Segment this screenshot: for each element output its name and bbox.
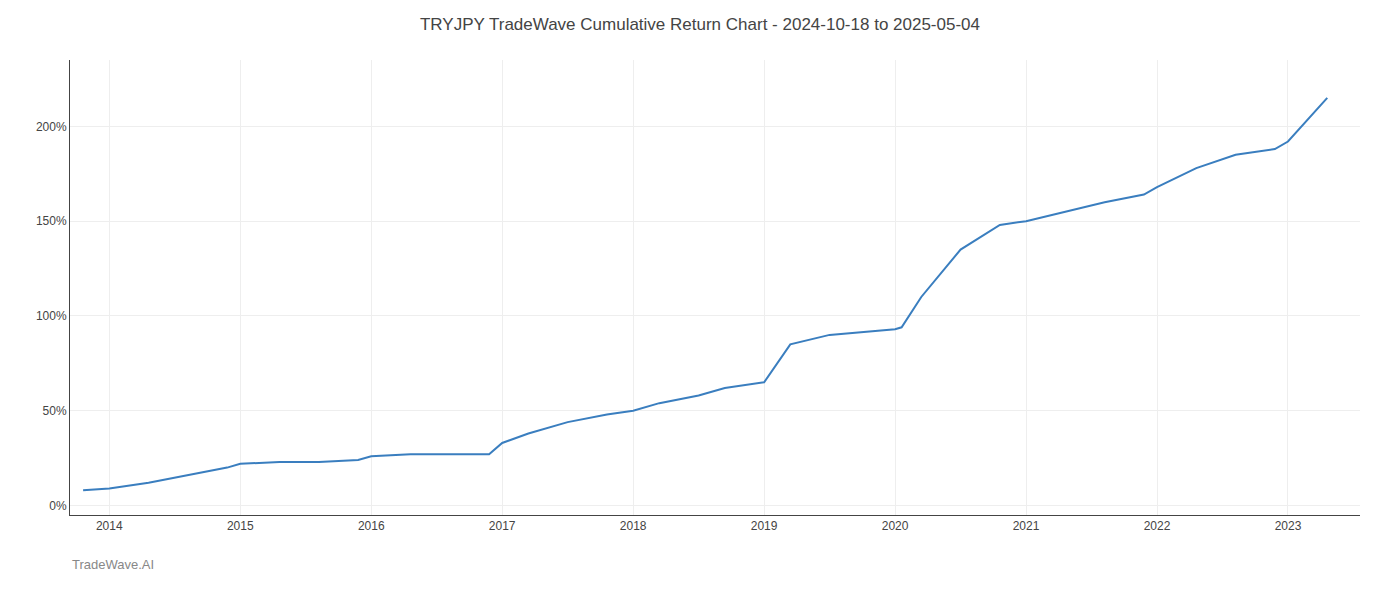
- svg-text:200%: 200%: [36, 120, 67, 134]
- svg-text:2020: 2020: [882, 519, 909, 533]
- svg-text:2019: 2019: [751, 519, 778, 533]
- svg-text:2014: 2014: [96, 519, 123, 533]
- svg-text:TRYJPY TradeWave Cumulative Re: TRYJPY TradeWave Cumulative Return Chart…: [420, 15, 980, 34]
- svg-text:2015: 2015: [227, 519, 254, 533]
- svg-text:50%: 50%: [43, 404, 67, 418]
- svg-text:0%: 0%: [49, 499, 67, 513]
- svg-text:TradeWave.AI: TradeWave.AI: [72, 557, 154, 572]
- svg-text:2023: 2023: [1275, 519, 1302, 533]
- svg-text:2017: 2017: [489, 519, 516, 533]
- svg-text:2022: 2022: [1144, 519, 1171, 533]
- svg-text:150%: 150%: [36, 214, 67, 228]
- svg-text:2021: 2021: [1013, 519, 1040, 533]
- svg-text:2018: 2018: [620, 519, 647, 533]
- svg-text:100%: 100%: [36, 309, 67, 323]
- svg-text:2016: 2016: [358, 519, 385, 533]
